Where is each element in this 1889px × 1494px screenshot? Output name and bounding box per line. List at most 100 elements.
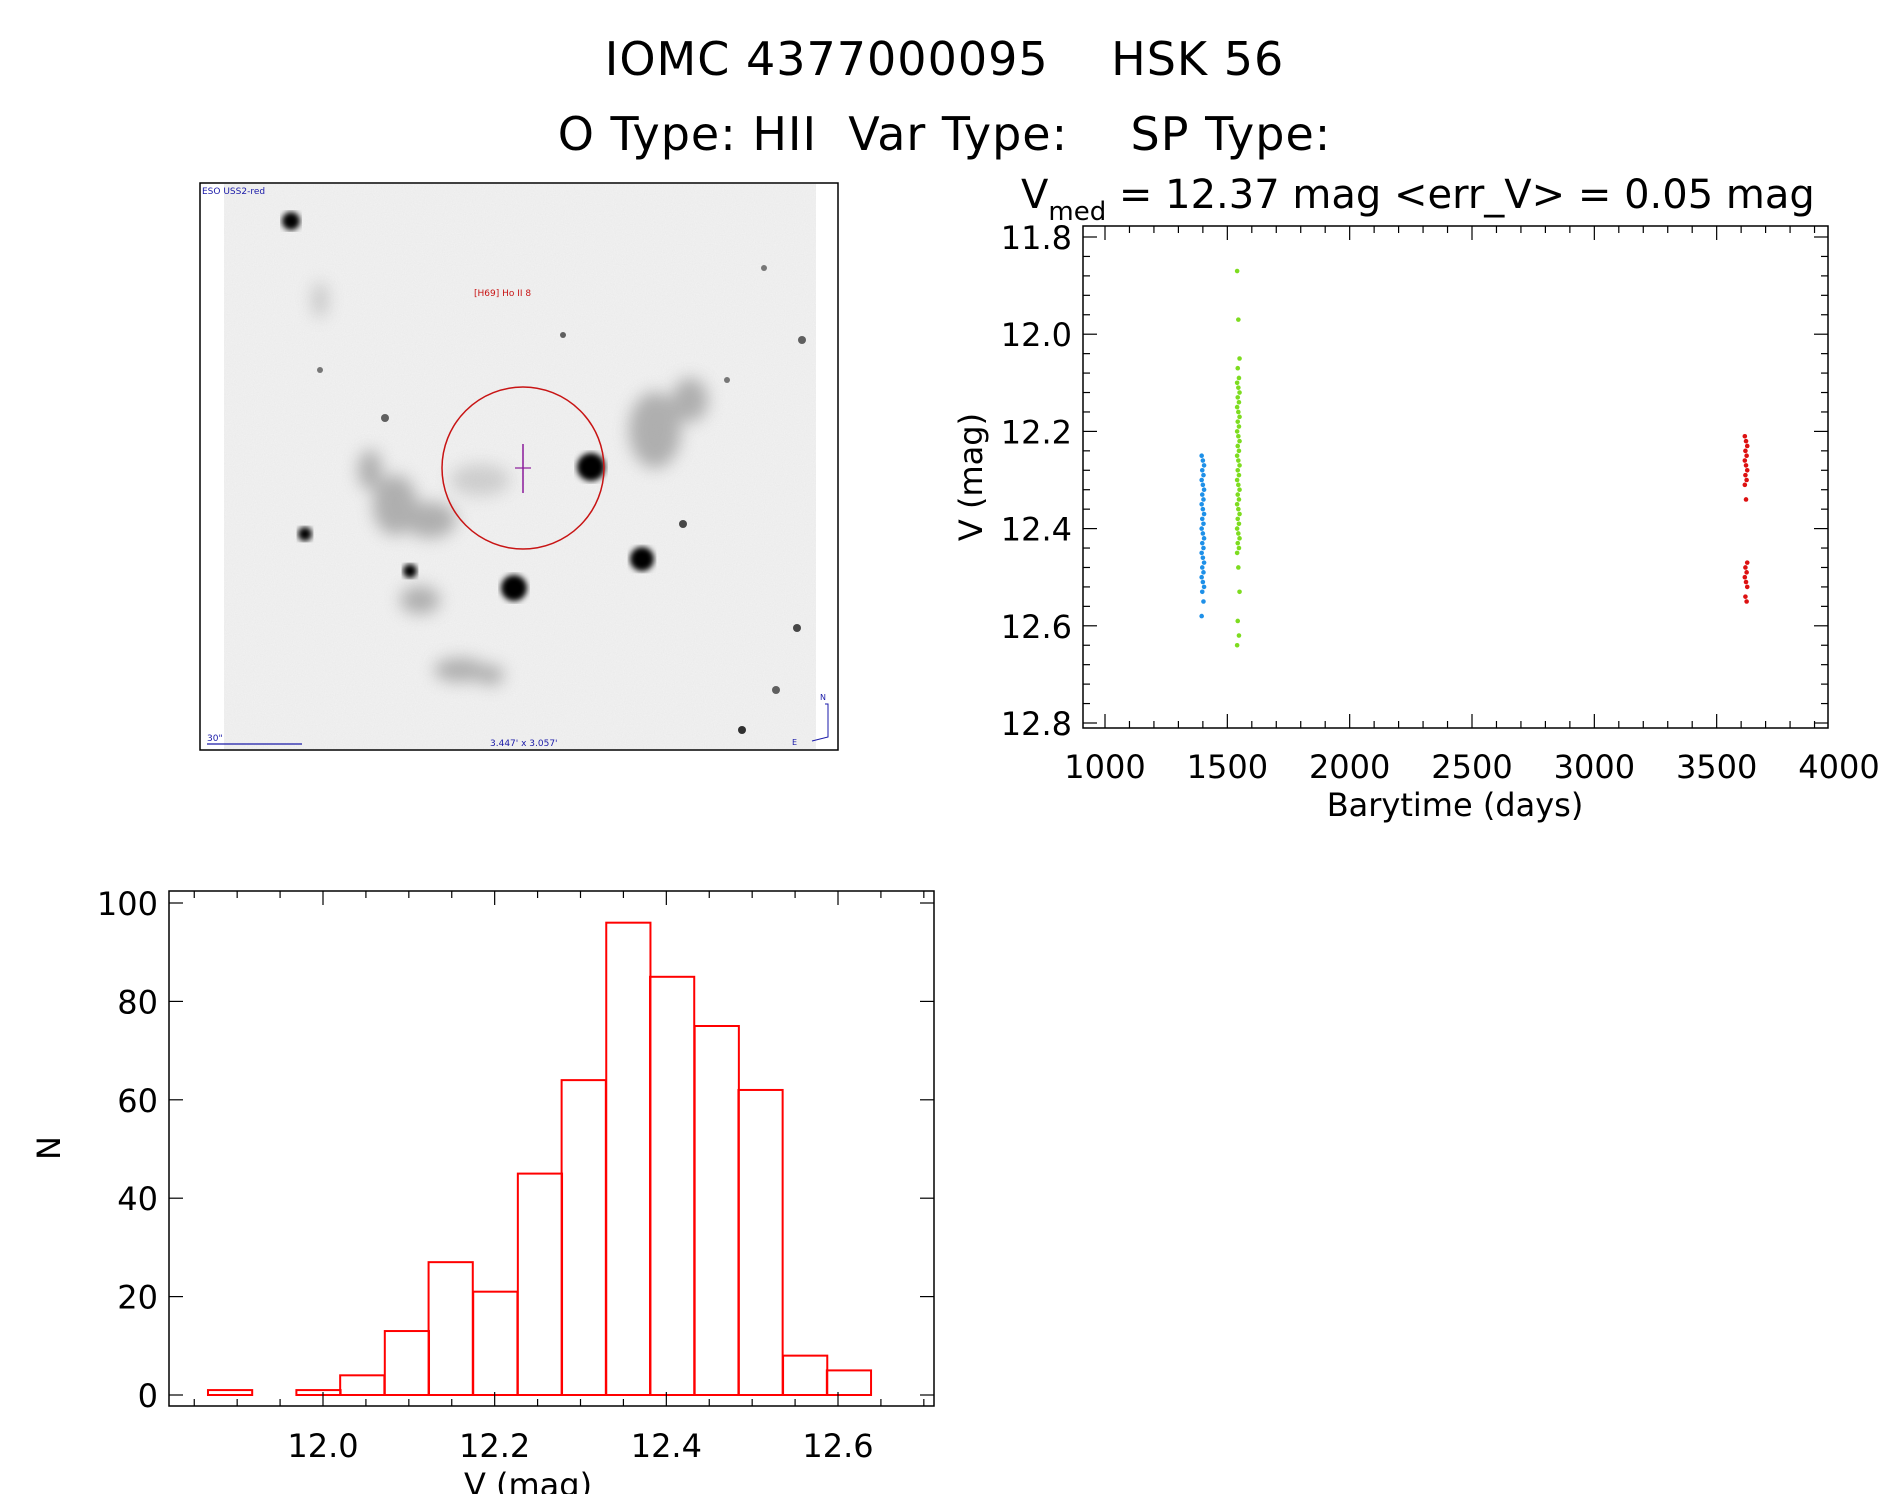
histogram-bar	[383, 1330, 431, 1397]
data-point	[1199, 550, 1204, 556]
data-point	[1201, 584, 1207, 590]
histogram-bar	[472, 1290, 519, 1397]
data-point	[1743, 438, 1749, 444]
data-point	[1237, 438, 1242, 444]
data-point	[1234, 502, 1240, 507]
data-point	[1236, 521, 1242, 527]
data-point	[1235, 618, 1241, 624]
histogram-bar	[516, 1172, 564, 1396]
data-point	[1199, 613, 1204, 619]
data-point	[1200, 458, 1206, 463]
data-point	[1237, 511, 1242, 517]
x-tick-label: 3500	[1676, 748, 1757, 786]
x-tick-label: 3000	[1554, 748, 1635, 786]
histogram-ylabel: N	[30, 1136, 68, 1160]
data-point	[1199, 540, 1205, 546]
data-point	[1236, 448, 1242, 454]
y-tick-label: 12.2	[1001, 413, 1072, 451]
light-curve-points	[1199, 268, 1750, 648]
data-point	[1201, 511, 1207, 517]
y-tick-label: 80	[117, 983, 158, 1021]
data-point	[1744, 560, 1750, 565]
histogram-bar	[339, 1374, 386, 1396]
y-tick-label: 20	[117, 1279, 158, 1317]
x-tick-label: 12.2	[459, 1427, 530, 1465]
data-point	[1236, 472, 1242, 478]
data-point	[1744, 453, 1749, 459]
y-tick-label: 12.6	[1001, 608, 1072, 646]
data-point	[1200, 555, 1206, 561]
histogram-frame	[168, 890, 935, 1407]
data-point	[1201, 472, 1206, 478]
data-point	[1234, 453, 1240, 459]
compass-north-label: N	[820, 693, 826, 702]
title-rest: = 12.37 mag <err_V> = 0.05 mag	[1106, 172, 1815, 218]
data-point	[1234, 526, 1240, 531]
x-tick-label: 12.6	[802, 1427, 873, 1465]
survey-label: ESO USS2-red	[202, 187, 265, 197]
data-point	[1743, 594, 1748, 599]
y-tick-label: 0	[138, 1377, 158, 1415]
data-point	[1742, 458, 1748, 463]
data-point	[1743, 448, 1748, 454]
y-tick-label: 60	[117, 1082, 158, 1120]
light-curve-ylabel: V (mag)	[952, 413, 990, 541]
x-tick-label: 1500	[1187, 748, 1268, 786]
data-point	[1743, 579, 1749, 585]
data-point	[1199, 574, 1204, 580]
light-curve-title: Vmed = 12.37 mag <err_V> = 0.05 mag	[1021, 172, 1815, 227]
light-curve-frame	[1082, 225, 1829, 729]
y-tick-label: 100	[97, 885, 158, 923]
data-point	[1201, 560, 1207, 565]
y-tick-label: 12.0	[1001, 316, 1072, 354]
histogram-xlabel: V (mag)	[464, 1466, 592, 1494]
data-point	[1201, 545, 1206, 551]
data-point	[1201, 521, 1206, 527]
data-point	[1236, 375, 1242, 381]
y-tick-label: 40	[117, 1180, 158, 1218]
data-point	[1744, 477, 1749, 483]
data-point	[1743, 565, 1748, 570]
title-sub: med	[1048, 197, 1106, 227]
x-tick-label: 4000	[1798, 748, 1879, 786]
scale-label: 30"	[207, 734, 223, 744]
histogram-bar	[782, 1354, 829, 1397]
data-point	[1237, 463, 1242, 468]
data-point	[1742, 433, 1748, 439]
data-point	[1200, 482, 1206, 488]
data-point	[1201, 463, 1207, 468]
data-point	[1742, 574, 1748, 580]
data-point	[1236, 399, 1242, 405]
data-point	[1236, 531, 1241, 536]
data-point	[1237, 390, 1242, 395]
data-point	[1235, 365, 1241, 371]
data-point	[1199, 492, 1205, 497]
stars	[282, 212, 806, 734]
x-tick-label: 2000	[1309, 748, 1390, 786]
light-curve-xlabel: Barytime (days)	[1327, 786, 1584, 824]
data-point	[1200, 531, 1206, 536]
data-point	[1236, 385, 1241, 390]
data-point	[1234, 550, 1240, 556]
data-point	[1201, 599, 1206, 604]
x-tick-label: 12.4	[631, 1427, 702, 1465]
y-tick-label: 11.8	[1001, 219, 1072, 257]
data-point	[1199, 502, 1204, 507]
histogram-bar	[649, 975, 696, 1396]
histogram-bar	[605, 921, 652, 1396]
data-point	[1234, 404, 1240, 410]
target-circle	[441, 386, 605, 550]
data-point	[1235, 419, 1241, 424]
data-point	[1201, 487, 1207, 493]
data-point	[1199, 526, 1204, 531]
data-point	[1237, 356, 1242, 361]
data-point	[1235, 516, 1241, 522]
data-point	[1236, 458, 1241, 463]
data-point	[1743, 463, 1749, 468]
data-point	[1236, 317, 1241, 322]
data-point	[1744, 443, 1750, 449]
data-point	[1743, 497, 1749, 502]
data-point	[1199, 589, 1205, 595]
histogram-bar	[693, 1025, 740, 1396]
data-point	[1744, 570, 1749, 575]
